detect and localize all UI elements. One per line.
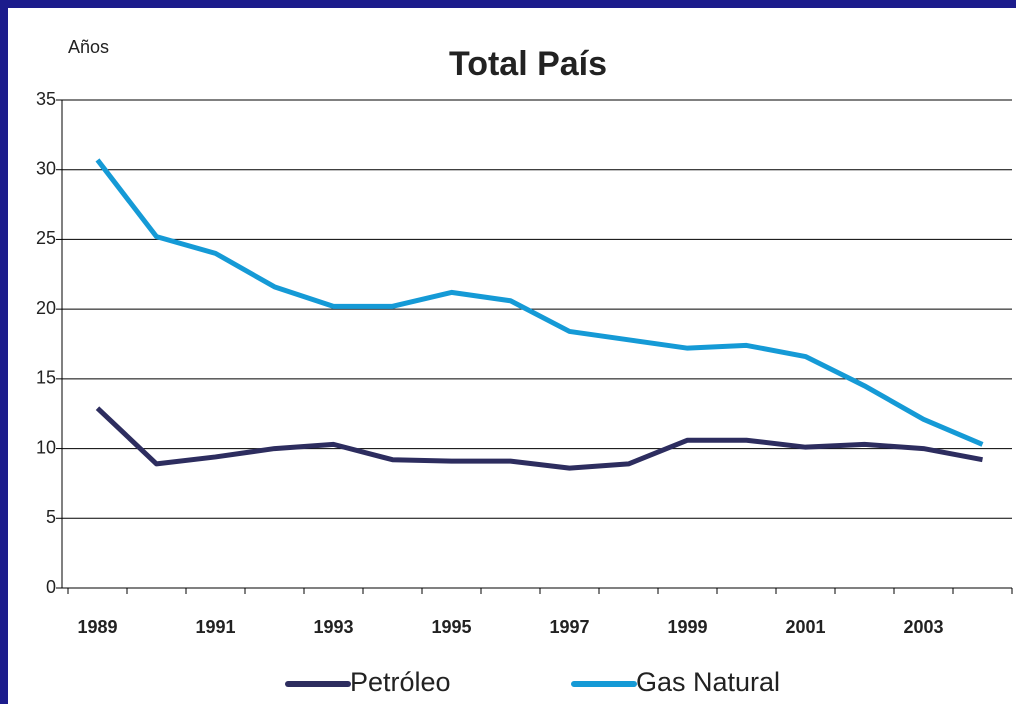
y-axis-label: Años [68, 37, 109, 57]
series-line [95, 406, 983, 471]
chart: Total País Años 0 5 10 15 20 25 30 35 1989 1991 19… [8, 8, 1016, 704]
chart-title: Total País [449, 45, 607, 83]
series-line [95, 158, 984, 447]
x-tick-label: 1993 [313, 617, 353, 637]
legend-label: Petróleo [350, 667, 451, 697]
x-tick-label: 2003 [903, 617, 943, 637]
y-tick-label: 0 [46, 577, 56, 597]
y-tick-label: 35 [36, 89, 56, 109]
y-tick-label: 15 [36, 368, 56, 388]
x-tick-label: 1995 [431, 617, 471, 637]
x-tick-label: 1997 [549, 617, 589, 637]
x-tick-label: 1991 [195, 617, 235, 637]
y-tick-label: 5 [46, 507, 56, 527]
x-tick-label: 2001 [785, 617, 825, 637]
legend-label: Gas Natural [636, 667, 780, 697]
y-tick-label: 25 [36, 228, 56, 248]
x-tick-label: 1999 [667, 617, 707, 637]
y-tick-label: 30 [36, 158, 56, 178]
y-tick-label: 20 [36, 298, 56, 318]
x-tick-label: 1989 [77, 617, 117, 637]
y-tick-label: 10 [36, 437, 56, 457]
